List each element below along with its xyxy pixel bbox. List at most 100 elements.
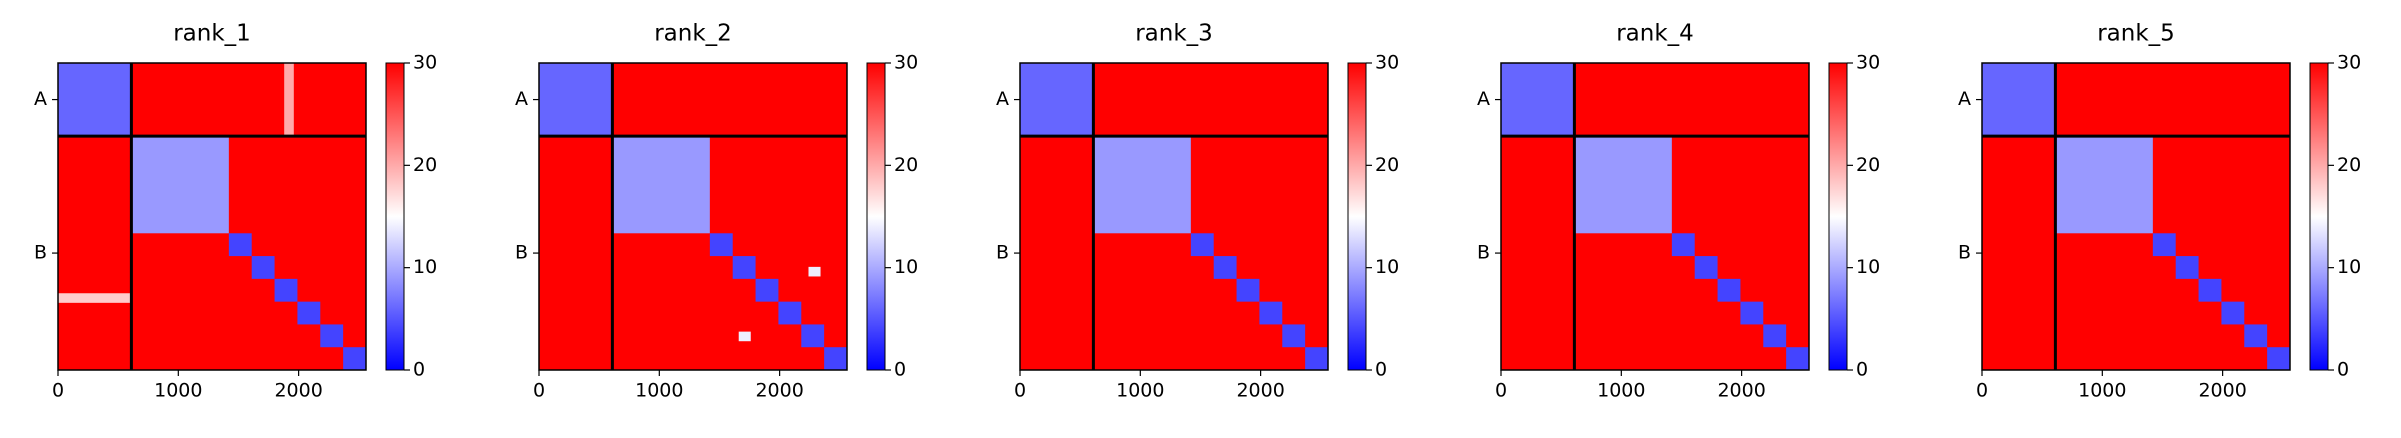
heatmap-cell xyxy=(1574,136,1672,234)
heatmap-cell xyxy=(732,256,756,279)
y-tick-label: A xyxy=(996,88,1009,110)
colorbar-tick-label: 20 xyxy=(1856,154,1880,176)
heatmap-cell xyxy=(320,324,344,348)
colorbar xyxy=(1828,62,1848,371)
heatmap-cell xyxy=(1763,324,1787,348)
plot-frame xyxy=(538,62,848,371)
heatmap-cell xyxy=(343,347,366,370)
colorbar xyxy=(2309,62,2329,371)
heatmap-cell xyxy=(2198,278,2222,302)
colorbar-tick-label: 30 xyxy=(413,52,437,74)
plot-frame xyxy=(1500,62,1810,371)
heatmap-cell xyxy=(2244,324,2268,348)
y-tick-label: A xyxy=(34,88,47,110)
colorbar xyxy=(866,62,886,371)
heatmap-cell xyxy=(1282,324,1306,348)
plot-frame xyxy=(1019,62,1329,371)
colorbar-tick-label: 0 xyxy=(413,359,425,381)
x-tick-label: 0 xyxy=(533,380,545,402)
heatmap-cell xyxy=(824,347,847,370)
heatmap-cell xyxy=(801,324,825,348)
heatmap-cell xyxy=(1305,347,1328,370)
panel-title: rank_2 xyxy=(654,21,732,47)
heatmap-cell xyxy=(1093,136,1191,234)
heatmap-cell xyxy=(1982,63,2056,137)
heatmap-cell xyxy=(2267,347,2290,370)
colorbar-tick-label: 30 xyxy=(1375,52,1399,74)
heatmap-cell xyxy=(1694,256,1718,279)
colorbar xyxy=(385,62,405,371)
heatmap-cell xyxy=(1020,63,1094,137)
panel-title: rank_3 xyxy=(1135,21,1213,47)
colorbar-tick-label: 10 xyxy=(894,256,918,278)
heatmap-cell xyxy=(1671,233,1695,257)
colorbar-tick-label: 0 xyxy=(894,359,906,381)
colorbar-tick-label: 10 xyxy=(1375,256,1399,278)
heatmap xyxy=(1501,63,1809,370)
heatmap xyxy=(58,63,366,370)
colorbar-tick-label: 30 xyxy=(1856,52,1880,74)
heatmap-cell xyxy=(284,63,294,137)
colorbar xyxy=(1347,62,1367,371)
heatmap-cell xyxy=(297,301,321,325)
heatmap-cell xyxy=(2152,233,2176,257)
y-tick-label: A xyxy=(1958,88,1971,110)
heatmap-cell xyxy=(539,63,613,137)
colorbar-tick-label: 30 xyxy=(894,52,918,74)
colorbar-tick-label: 0 xyxy=(1375,359,1387,381)
heatmap-cell xyxy=(778,301,802,325)
panel: rank_2 0 1000 2000 A B 0 10 20 30 xyxy=(515,21,918,402)
heatmap-cell xyxy=(709,233,733,257)
colorbar-tick-label: 10 xyxy=(1856,256,1880,278)
heatmap-cell xyxy=(1501,63,1575,137)
y-tick-label: B xyxy=(996,242,1009,264)
heatmap-cell xyxy=(2055,136,2153,234)
x-tick-label: 1000 xyxy=(1597,380,1645,402)
x-tick-label: 0 xyxy=(1495,380,1507,402)
colorbar-tick-label: 20 xyxy=(413,154,437,176)
x-tick-label: 0 xyxy=(52,380,64,402)
heatmap-cell xyxy=(1259,301,1283,325)
heatmap-cell xyxy=(612,136,710,234)
panel-title: rank_4 xyxy=(1616,21,1694,47)
y-tick-label: B xyxy=(1477,242,1490,264)
heatmap-cell xyxy=(2175,256,2199,279)
panel: rank_5 0 1000 2000 A B 0 10 20 30 xyxy=(1958,21,2361,402)
x-tick-label: 1000 xyxy=(2078,380,2126,402)
colorbar-tick-label: 20 xyxy=(2337,154,2361,176)
panel-title: rank_5 xyxy=(2097,21,2175,47)
x-tick-label: 0 xyxy=(1976,380,1988,402)
x-tick-label: 1000 xyxy=(635,380,683,402)
heatmap-cell xyxy=(251,256,275,279)
y-tick-label: A xyxy=(1477,88,1490,110)
x-tick-label: 0 xyxy=(1014,380,1026,402)
y-tick-label: B xyxy=(1958,242,1971,264)
heatmap-cell xyxy=(1190,233,1214,257)
x-tick-label: 2000 xyxy=(1236,380,1284,402)
panel: rank_4 0 1000 2000 A B 0 10 20 30 xyxy=(1477,21,1880,402)
colorbar-tick-label: 30 xyxy=(2337,52,2361,74)
heatmap-cell xyxy=(58,293,132,303)
heatmap-cell xyxy=(1236,278,1260,302)
colorbar-tick-label: 20 xyxy=(1375,154,1399,176)
panel-title: rank_1 xyxy=(173,21,251,47)
panel: rank_3 0 1000 2000 A B 0 10 20 30 xyxy=(996,21,1399,402)
heatmap xyxy=(539,63,847,370)
heatmap-cell xyxy=(755,278,779,302)
heatmap-cell xyxy=(808,266,821,277)
x-tick-label: 2000 xyxy=(755,380,803,402)
y-tick-label: B xyxy=(34,242,47,264)
x-tick-label: 1000 xyxy=(154,380,202,402)
heatmap xyxy=(1982,63,2290,370)
heatmap-cell xyxy=(738,331,751,342)
x-tick-label: 2000 xyxy=(274,380,322,402)
colorbar-tick-label: 0 xyxy=(1856,359,1868,381)
heatmap-cell xyxy=(58,63,132,137)
colorbar-tick-label: 20 xyxy=(894,154,918,176)
heatmap-cell xyxy=(1717,278,1741,302)
y-tick-label: A xyxy=(515,88,528,110)
x-tick-label: 1000 xyxy=(1116,380,1164,402)
heatmap-cell xyxy=(2221,301,2245,325)
x-tick-label: 2000 xyxy=(2198,380,2246,402)
